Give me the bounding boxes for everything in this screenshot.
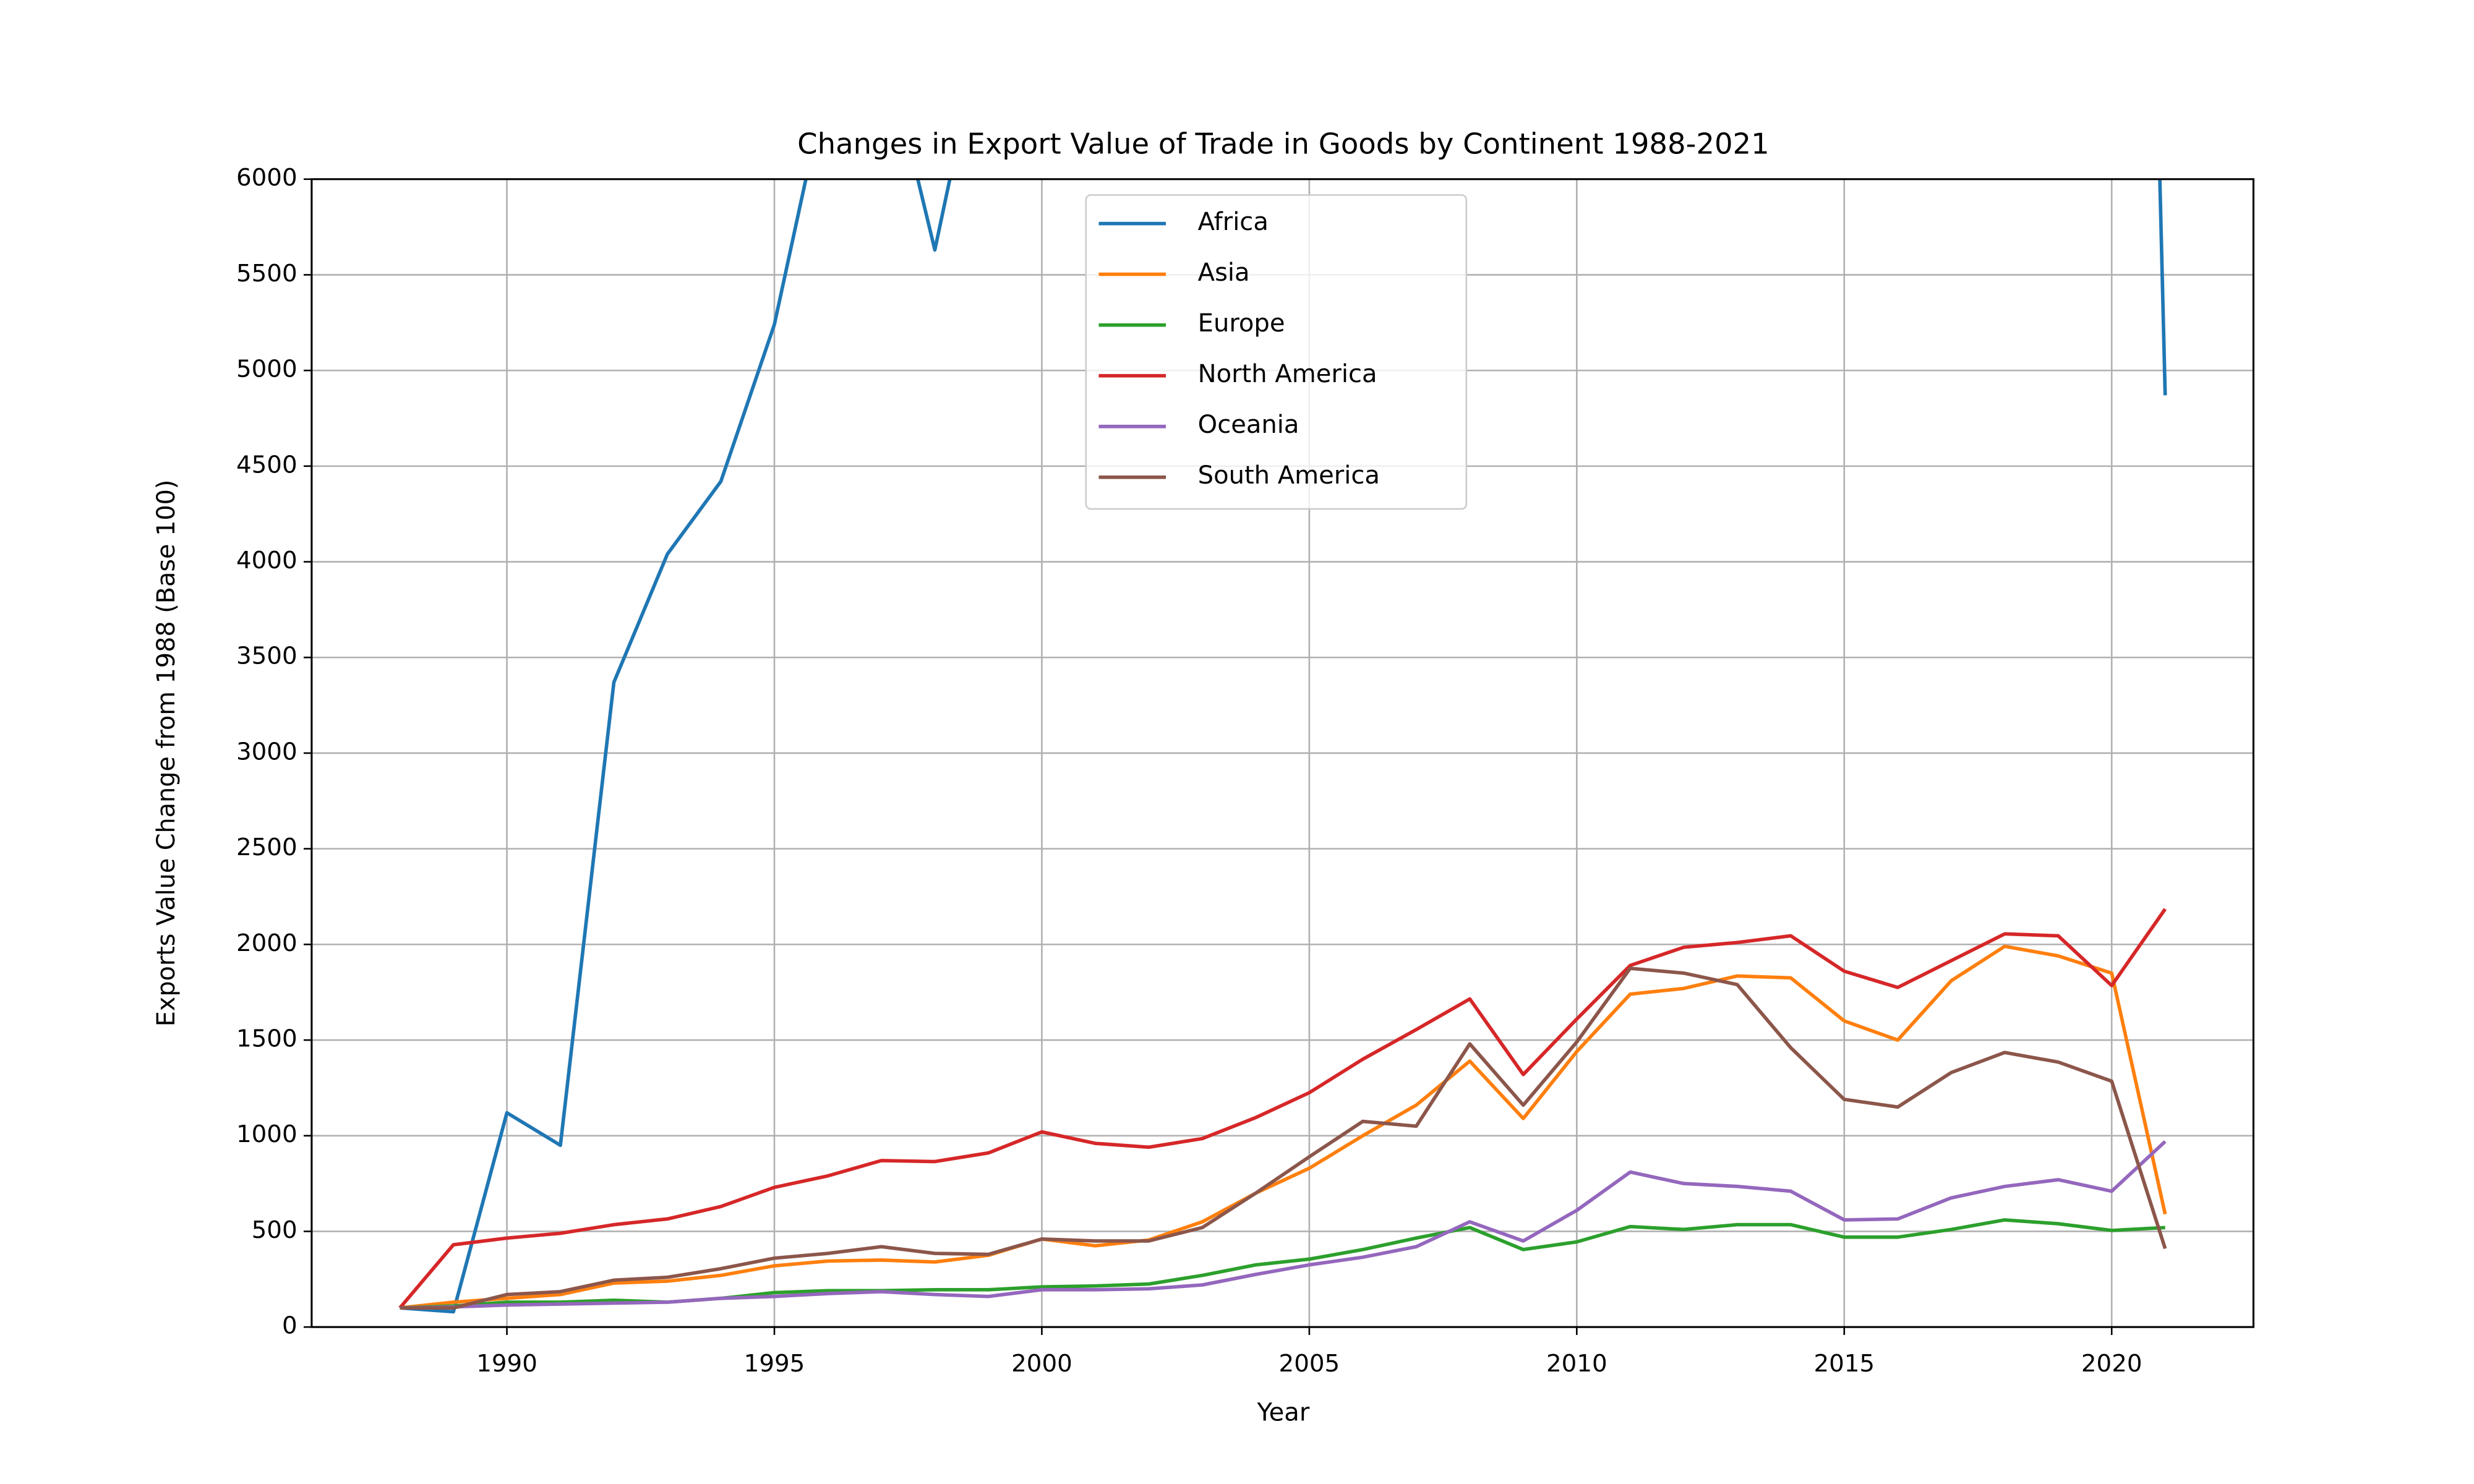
y-tick-label: 1000 — [236, 1120, 297, 1148]
legend-label: Europe — [1198, 309, 1285, 338]
y-tick-label: 4000 — [236, 547, 297, 574]
series-line — [400, 179, 2167, 1314]
ticks: 0 500 1000 1500 2000 2500 3000 3500 4000 4500 5000… — [236, 164, 2142, 1378]
x-tick-label: 2015 — [1813, 1350, 1875, 1378]
series-line — [400, 1140, 2167, 1310]
legend-label: Africa — [1198, 208, 1269, 236]
y-axis-label: Exports Value Change from 1988 (Base 100… — [152, 480, 181, 1027]
y-tick-label: 5500 — [236, 260, 297, 288]
legend: Africa Asia Europe North America Oceania Sout… — [1085, 194, 1468, 510]
y-tick-label: 2500 — [236, 834, 297, 861]
y-tick-label: 3000 — [236, 738, 297, 766]
legend-label: South America — [1198, 461, 1380, 490]
legend-label: North America — [1198, 360, 1377, 388]
x-tick-label: 1990 — [476, 1350, 537, 1378]
x-tick-label: 2010 — [1546, 1350, 1607, 1378]
y-tick-label: 6000 — [236, 164, 297, 192]
chart-title: Changes in Export Value of Trade in Good… — [797, 127, 1770, 161]
y-tick-label: 2000 — [236, 929, 297, 957]
x-tick-label: 2000 — [1011, 1350, 1072, 1378]
x-tick-label: 2020 — [2081, 1350, 2142, 1378]
y-tick-label: 500 — [252, 1216, 297, 1244]
y-tick-label: 5000 — [236, 356, 297, 383]
y-tick-label: 0 — [282, 1312, 297, 1340]
x-axis-label: Year — [1257, 1399, 1310, 1427]
series-line — [400, 966, 2167, 1310]
y-tick-label: 1500 — [236, 1025, 297, 1053]
y-tick-label: 4500 — [236, 451, 297, 479]
x-tick-label: 2005 — [1279, 1350, 1340, 1378]
legend-label: Oceania — [1198, 411, 1299, 439]
series-line — [398, 908, 2167, 1310]
series-line — [400, 944, 2167, 1310]
legend-box — [1085, 194, 1468, 510]
legend-label: Asia — [1198, 258, 1250, 287]
x-tick-label: 1995 — [744, 1350, 805, 1378]
plot-area — [398, 179, 2167, 1314]
y-tick-label: 3500 — [236, 642, 297, 670]
